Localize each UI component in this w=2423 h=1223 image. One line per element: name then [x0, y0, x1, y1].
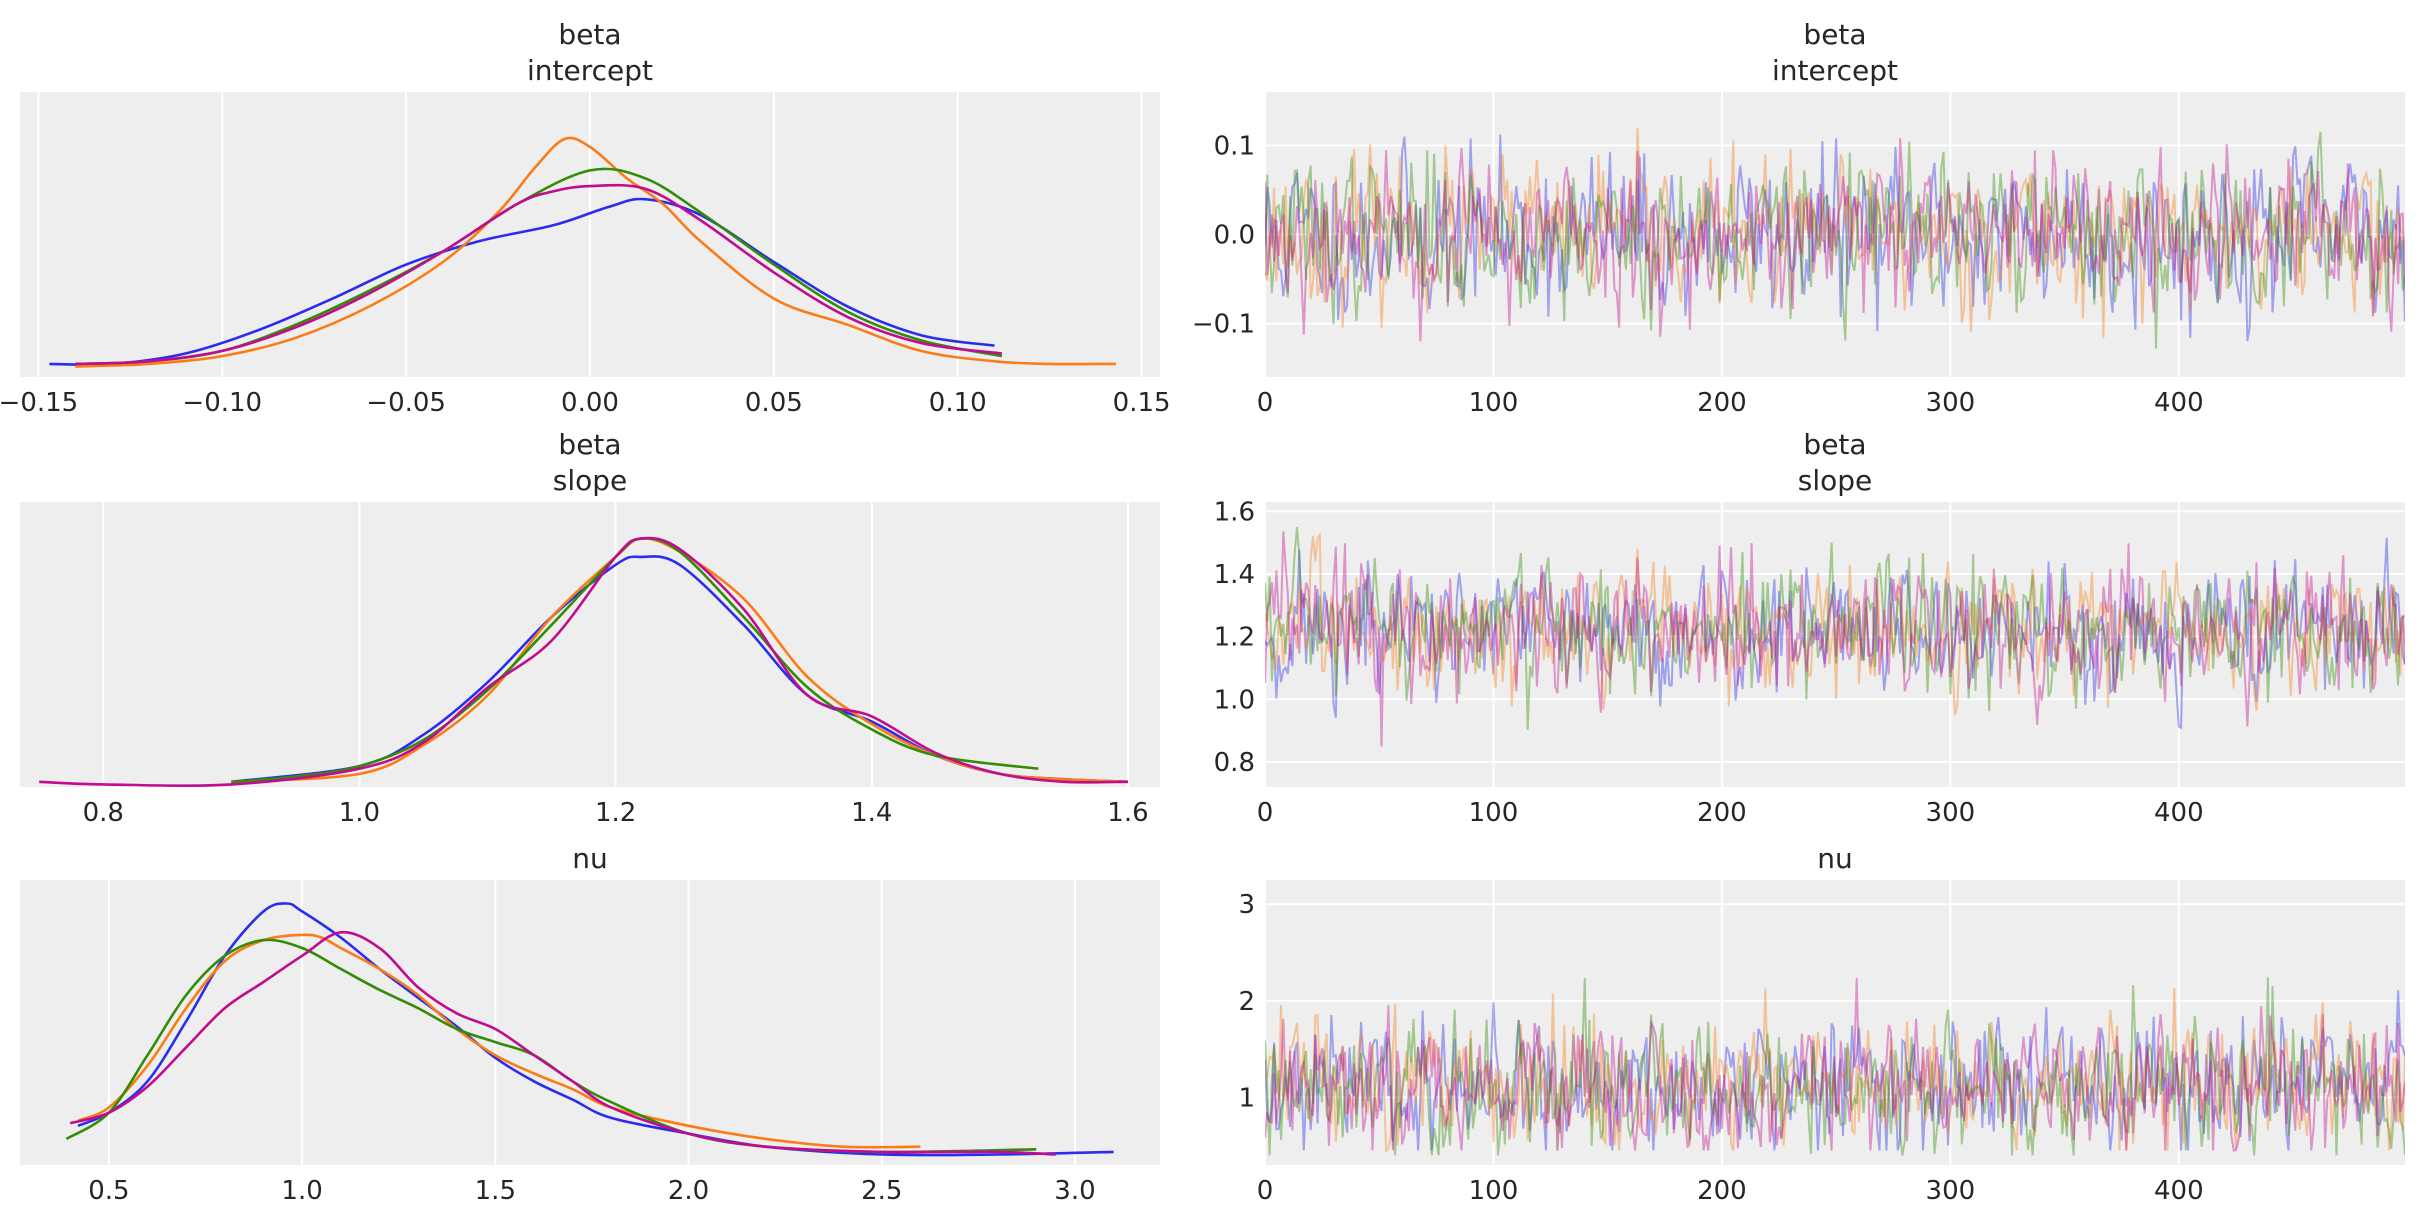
x-tick-label: 1.2	[595, 798, 636, 828]
x-tick-label: 0	[1257, 798, 1274, 828]
plot-area	[20, 502, 1160, 787]
trace-line-chain-3	[1265, 531, 2405, 747]
trace-line-chain-3	[1265, 977, 2405, 1152]
x-tick-label: 100	[1469, 798, 1519, 828]
kde-line-chain-1	[75, 136, 1116, 368]
panel-title: beta	[558, 18, 621, 51]
trace-line-chain-1	[1265, 988, 2405, 1153]
x-tick-label: 2.5	[861, 1176, 902, 1206]
x-tick-label: 400	[2154, 1176, 2204, 1206]
x-tick-label: −0.15	[0, 388, 78, 418]
x-tick-label: 300	[1926, 388, 1976, 418]
x-tick-label: 1.0	[281, 1176, 322, 1206]
kde-line-chain-3	[69, 930, 1056, 1156]
x-tick-label: 200	[1697, 1176, 1747, 1206]
trace-line-chain-2	[1265, 977, 2405, 1156]
trace-line-chain-0	[1265, 537, 2405, 730]
y-tick-label: −0.1	[1192, 310, 1255, 340]
x-tick-label: 0.15	[1113, 388, 1171, 418]
x-tick-label: −0.05	[366, 388, 446, 418]
trace-line-chain-0	[1265, 990, 2405, 1151]
x-tick-label: 0	[1257, 388, 1274, 418]
y-tick-label: 0.1	[1214, 131, 1255, 161]
y-tick-label: 0.0	[1214, 221, 1255, 251]
panel-trace-nu: nu 0 100 200 300 400 1 2 3	[1238, 842, 2405, 1206]
y-tick-label: 0.8	[1214, 748, 1255, 778]
plot-area	[1265, 880, 2405, 1165]
kde-line-chain-1	[77, 933, 921, 1149]
y-tick-label: 1.4	[1214, 560, 1255, 590]
x-tick-label: 300	[1926, 798, 1976, 828]
kde-line-chain-0	[49, 197, 995, 366]
plot-area	[1265, 502, 2405, 787]
y-tick-label: 1.6	[1214, 497, 1255, 527]
x-tick-label: 1.6	[1107, 798, 1148, 828]
panel-title: intercept	[1772, 54, 1898, 87]
trace-line-chain-1	[1265, 128, 2405, 339]
panel-title: beta	[1803, 428, 1866, 461]
x-tick-label: 0.10	[929, 388, 987, 418]
trace-line-chain-3	[1265, 138, 2405, 342]
y-tick-label: 2	[1238, 987, 1255, 1017]
kde-line-chain-3	[39, 536, 1129, 787]
x-tick-label: −0.10	[182, 388, 262, 418]
x-tick-label: 0.00	[561, 388, 619, 418]
panel-title: beta	[558, 428, 621, 461]
trace-line-chain-1	[1265, 532, 2405, 716]
x-tick-label: 1.5	[475, 1176, 516, 1206]
x-tick-label: 200	[1697, 388, 1747, 418]
plot-area	[20, 880, 1160, 1165]
x-tick-label: 0.05	[745, 388, 803, 418]
y-tick-label: 3	[1238, 890, 1255, 920]
panel-title: nu	[1817, 842, 1853, 875]
trace-line-chain-2	[1265, 131, 2405, 349]
panel-title: beta	[1803, 18, 1866, 51]
y-tick-label: 1.2	[1214, 623, 1255, 653]
x-tick-label: 1.0	[339, 798, 380, 828]
y-tick-label: 1.0	[1214, 685, 1255, 715]
y-tick-label: 1	[1238, 1083, 1255, 1113]
trace-line-chain-0	[1265, 134, 2405, 342]
x-tick-label: 400	[2154, 798, 2204, 828]
panel-title: slope	[553, 464, 628, 497]
kde-line-chain-3	[75, 183, 1003, 366]
x-tick-label: 300	[1926, 1176, 1976, 1206]
x-tick-label: 3.0	[1054, 1176, 1095, 1206]
trace-line-chain-2	[1265, 527, 2405, 731]
x-tick-label: 200	[1697, 798, 1747, 828]
panel-kde-nu: nu 0.5 1.0 1.5 2.0 2.5 3.0	[20, 842, 1160, 1206]
x-tick-label: 400	[2154, 388, 2204, 418]
x-tick-label: 0	[1257, 1176, 1274, 1206]
panel-title: nu	[572, 842, 608, 875]
x-tick-label: 0.5	[88, 1176, 129, 1206]
panel-title: slope	[1798, 464, 1873, 497]
panel-title: intercept	[527, 54, 653, 87]
x-tick-label: 0.8	[83, 798, 124, 828]
x-tick-label: 1.4	[851, 798, 892, 828]
x-tick-label: 2.0	[668, 1176, 709, 1206]
x-tick-label: 100	[1469, 388, 1519, 418]
x-tick-label: 100	[1469, 1176, 1519, 1206]
